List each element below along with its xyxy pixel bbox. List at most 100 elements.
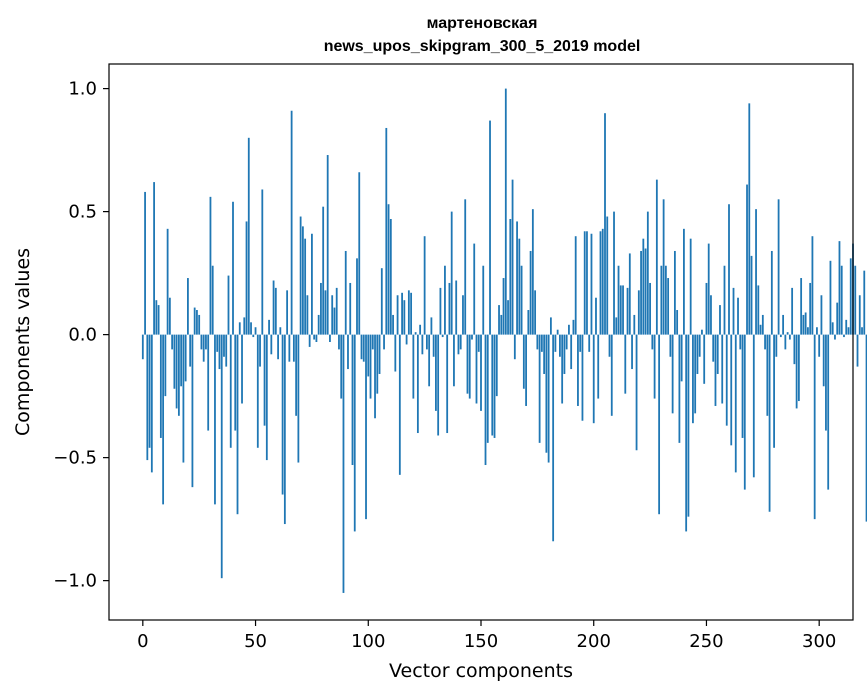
bar-component-99: [365, 334, 367, 520]
bar-component-103: [374, 334, 376, 419]
bar-component-32: [214, 334, 216, 505]
bar-component-144: [466, 334, 469, 394]
bar-component-301: [820, 295, 823, 335]
bar-component-230: [660, 265, 663, 335]
bar-component-96: [358, 172, 361, 335]
bar-component-303: [825, 334, 827, 431]
bar-component-171: [527, 310, 530, 335]
bar-component-191: [572, 319, 575, 335]
bar-component-276: [764, 334, 766, 350]
bar-component-80: [322, 206, 325, 335]
bar-component-223: [644, 248, 647, 335]
bar-component-264: [737, 297, 739, 335]
bar-component-282: [777, 199, 780, 335]
bar-component-193: [577, 334, 579, 406]
bar-component-219: [635, 334, 638, 451]
bar-component-261: [730, 334, 733, 446]
bar-component-295: [807, 327, 809, 335]
bar-component-273: [757, 285, 760, 335]
bar-component-232: [664, 265, 667, 335]
bar-component-45: [243, 317, 246, 335]
bar-component-316: [854, 265, 857, 335]
bar-component-121: [414, 332, 417, 335]
bar-component-126: [425, 334, 428, 350]
bar-component-162: [507, 300, 509, 335]
bar-component-112: [394, 334, 397, 372]
bar-component-27: [202, 334, 205, 362]
bar-component-236: [673, 250, 676, 335]
y-tick-label: 1.0: [68, 79, 97, 100]
bar-component-117: [405, 334, 408, 345]
bar-component-141: [459, 334, 462, 350]
bar-component-177: [540, 334, 543, 352]
bar-component-204: [601, 228, 604, 335]
bar-component-158: [498, 305, 500, 335]
bar-component-310: [840, 265, 843, 335]
bar-component-128: [430, 317, 433, 335]
x-tick-label: 50: [244, 631, 267, 652]
bar-component-287: [788, 334, 791, 340]
x-tick-label: 250: [689, 631, 723, 652]
bar-component-235: [671, 334, 674, 414]
bar-component-184: [556, 329, 559, 335]
bar-component-197: [586, 231, 588, 335]
bar-component-113: [396, 295, 399, 335]
bar-component-120: [412, 334, 415, 399]
bar-component-105: [378, 334, 381, 374]
bar-component-115: [401, 292, 403, 335]
bar-component-48: [250, 322, 252, 335]
bar-component-165: [513, 334, 516, 360]
bar-component-2: [146, 334, 149, 461]
bar-component-311: [843, 334, 845, 338]
bar-component-56: [268, 319, 270, 335]
bar-component-243: [689, 238, 692, 335]
bar-component-137: [450, 211, 453, 335]
bar-component-278: [768, 334, 771, 512]
bar-component-53: [261, 189, 264, 335]
bar-component-155: [491, 334, 494, 436]
bar-component-90: [344, 250, 347, 335]
bar-component-228: [655, 179, 658, 335]
bar-component-186: [561, 334, 564, 404]
bar-component-201: [595, 297, 597, 335]
y-tick-label: 0.0: [68, 325, 97, 346]
bar-component-257: [721, 334, 724, 404]
bar-component-104: [376, 334, 379, 394]
bar-component-317: [856, 334, 859, 367]
bar-component-270: [750, 255, 753, 335]
bar-component-274: [759, 324, 762, 335]
bar-component-132: [439, 287, 442, 335]
bar-component-249: [703, 334, 706, 384]
bar-component-205: [604, 113, 606, 335]
x-axis-label: Vector components: [389, 660, 573, 682]
bar-component-70: [299, 216, 302, 335]
bar-component-12: [168, 297, 171, 335]
bar-component-241: [685, 334, 688, 532]
bar-component-156: [493, 334, 496, 438]
bar-component-75: [311, 233, 313, 335]
bar-component-252: [710, 295, 712, 335]
bar-component-91: [347, 334, 349, 370]
bar-component-291: [797, 334, 800, 402]
bar-component-288: [791, 287, 794, 335]
bar-component-41: [234, 334, 237, 431]
plot-area-frame: [108, 63, 854, 621]
bar-component-100: [367, 334, 370, 377]
bar-component-251: [707, 243, 710, 335]
bar-component-150: [480, 334, 482, 411]
bar-component-181: [549, 317, 552, 335]
bar-component-183: [554, 334, 557, 352]
bar-component-231: [662, 199, 665, 335]
bar-component-285: [784, 334, 787, 350]
bar-component-212: [619, 285, 622, 335]
bar-component-29: [207, 334, 210, 431]
bar-component-16: [177, 334, 180, 416]
bar-component-268: [746, 184, 748, 335]
bar-component-84: [331, 295, 334, 335]
bar-component-86: [335, 287, 338, 335]
bar-component-87: [338, 334, 340, 350]
bar-component-145: [468, 334, 471, 399]
bar-component-309: [838, 241, 841, 335]
bar-component-0: [141, 334, 144, 360]
bar-component-98: [362, 334, 365, 362]
